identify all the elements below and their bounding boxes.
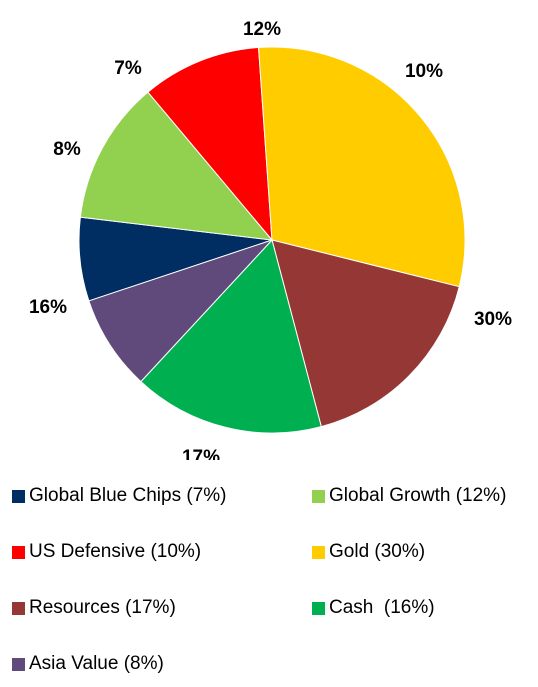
legend-swatch <box>312 489 325 503</box>
legend-swatch <box>12 545 25 559</box>
legend-label: Global Growth (12%) <box>329 485 507 506</box>
legend-swatch <box>312 601 325 615</box>
legend-label: Gold (30%) <box>329 541 426 562</box>
legend-item-cash: Cash (16%) <box>312 596 435 620</box>
pie-chart: 7% 12% 10% 30% 17% 16% 8% <box>29 19 512 460</box>
data-label-gold: 30% <box>474 309 512 330</box>
legend-swatch <box>12 657 25 671</box>
pie-slices <box>78 46 466 434</box>
data-label-global-growth: 12% <box>243 19 281 40</box>
data-label-resources: 17% <box>182 447 220 460</box>
legend-swatch <box>12 601 25 615</box>
pie-slice-us-defensive <box>147 46 273 242</box>
legend-item-gold: Gold (30%) <box>312 540 425 564</box>
pie-slice-resources <box>271 239 460 428</box>
pie-slice-global-growth <box>79 91 274 241</box>
pie-slice-asia-value <box>88 239 273 383</box>
legend-item-global-blue-chips: Global Blue Chips (7%) <box>12 484 226 508</box>
legend-label: Cash (16%) <box>329 597 435 618</box>
pie-data-labels: 7% 12% 10% 30% 17% 16% 8% <box>29 19 512 460</box>
data-label-asia-value: 8% <box>53 139 81 160</box>
legend-label: Global Blue Chips (7%) <box>29 485 227 506</box>
legend-label: Asia Value (8%) <box>29 653 164 674</box>
legend-item-resources: Resources (17%) <box>12 596 176 620</box>
data-label-us-defensive: 10% <box>405 61 443 82</box>
legend-label: Resources (17%) <box>29 597 176 618</box>
legend-item-global-growth: Global Growth (12%) <box>312 484 506 508</box>
data-label-cash: 16% <box>29 297 67 318</box>
legend-label: US Defensive (10%) <box>29 541 202 562</box>
chart-legend: Global Blue Chips (7%) Global Growth (12%… <box>12 485 538 687</box>
legend-item-asia-value: Asia Value (8%) <box>12 652 164 676</box>
pie-slice-cash <box>140 238 322 434</box>
legend-item-us-defensive: US Defensive (10%) <box>12 540 201 564</box>
data-label-global-blue-chips: 7% <box>114 58 142 79</box>
pie-slice-gold <box>258 46 466 288</box>
legend-swatch <box>312 545 325 559</box>
legend-swatch <box>12 489 25 503</box>
